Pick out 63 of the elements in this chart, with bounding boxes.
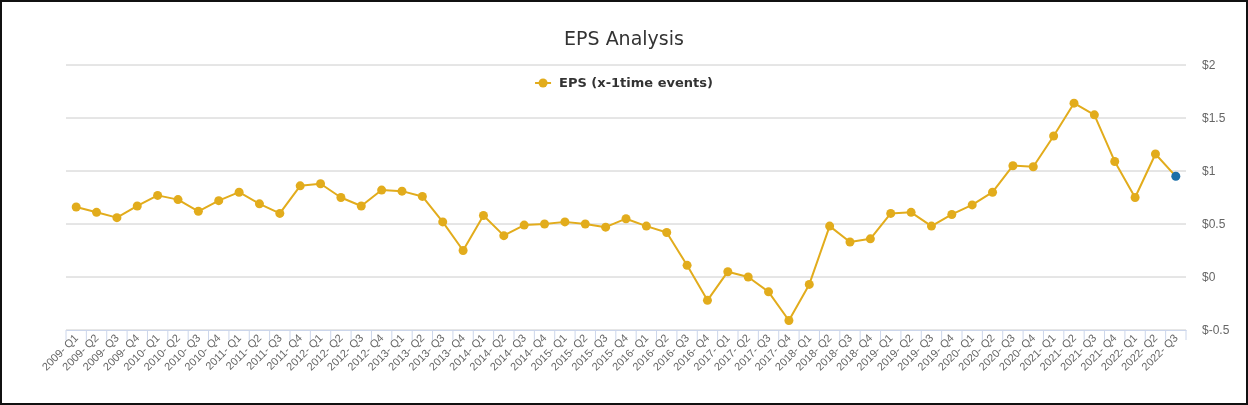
- point: [458, 246, 468, 255]
- point: [865, 234, 875, 244]
- y-tick-label: $0: [1202, 270, 1216, 285]
- point: [438, 217, 448, 227]
- point: [1089, 110, 1099, 120]
- point: [1130, 193, 1140, 202]
- point: [580, 219, 590, 229]
- point: [560, 217, 570, 227]
- point: [1049, 131, 1059, 141]
- point: [702, 295, 712, 305]
- point: [397, 186, 407, 196]
- point: [254, 199, 264, 209]
- point: [1171, 171, 1181, 181]
- point: [417, 191, 427, 201]
- point: [1008, 161, 1018, 171]
- point: [295, 181, 305, 191]
- point: [967, 200, 977, 210]
- point: [845, 237, 855, 247]
- point: [947, 209, 957, 219]
- point: [234, 187, 244, 197]
- point: [92, 207, 102, 217]
- point: [621, 214, 631, 224]
- point: [519, 220, 529, 230]
- point: [723, 267, 733, 277]
- point: [478, 211, 488, 221]
- point: [71, 202, 81, 212]
- point: [988, 187, 998, 197]
- point: [214, 196, 224, 206]
- point: [377, 185, 387, 195]
- point: [193, 206, 203, 216]
- y-tick-label: $2: [1202, 58, 1216, 73]
- point: [173, 195, 183, 205]
- y-tick-label: $1.5: [1202, 111, 1226, 126]
- point: [641, 221, 651, 231]
- point: [743, 272, 753, 282]
- point: [499, 231, 509, 241]
- point: [784, 315, 794, 325]
- point: [662, 227, 672, 237]
- point: [356, 201, 366, 211]
- point: [1028, 162, 1038, 172]
- point: [540, 219, 550, 229]
- point: [153, 190, 163, 200]
- point: [926, 221, 936, 231]
- point: [1150, 149, 1160, 159]
- point: [275, 208, 285, 218]
- point: [1110, 156, 1120, 166]
- y-tick-label: $-0.5: [1202, 323, 1230, 338]
- point: [804, 279, 814, 289]
- point: [601, 222, 611, 232]
- point: [336, 193, 346, 202]
- point: [906, 207, 916, 217]
- point: [825, 221, 835, 231]
- y-tick-label: $1: [1202, 164, 1216, 179]
- point: [316, 179, 326, 189]
- legend-label: EPS (x-1time events): [559, 75, 713, 90]
- y-tick-label: $0.5: [1202, 217, 1226, 232]
- point: [112, 213, 122, 223]
- point: [764, 287, 774, 297]
- point: [132, 201, 142, 211]
- point: [682, 260, 692, 270]
- point: [1069, 98, 1079, 108]
- chart-title: EPS Analysis: [564, 27, 684, 49]
- point: [886, 208, 896, 218]
